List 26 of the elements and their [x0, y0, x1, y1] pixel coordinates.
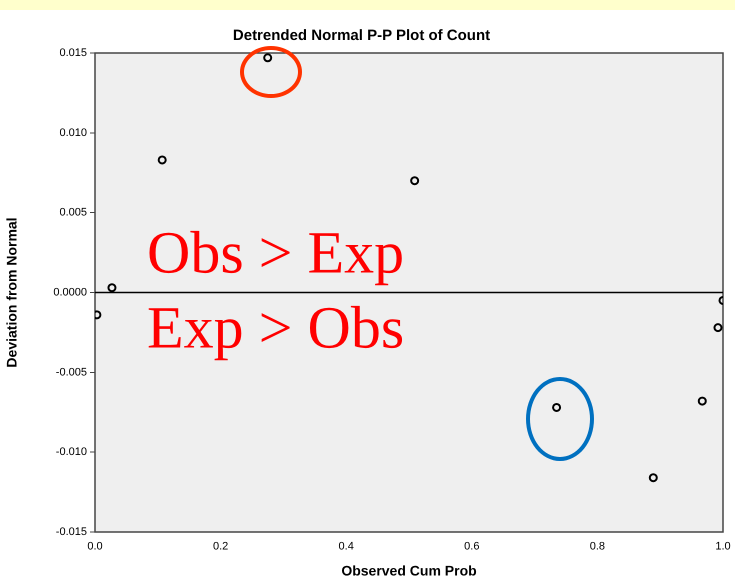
chart-title: Detrended Normal P-P Plot of Count [232, 27, 490, 44]
x-tick-label: 0.6 [464, 540, 480, 553]
point [698, 396, 707, 406]
point [107, 283, 116, 292]
annotation: Exp > Obs [147, 294, 404, 360]
y-axis-title: Deviation from Normal [3, 217, 20, 368]
x-tick-label: 0.0 [87, 540, 103, 553]
point [158, 155, 167, 164]
y-tick-label: -0.015 [56, 526, 87, 538]
x-tick-label: 0.8 [590, 540, 606, 553]
x-tick-label: 1.0 [715, 540, 731, 553]
annotation: Obs > Exp [147, 220, 404, 286]
y-tick-label: 0.005 [59, 206, 87, 219]
point [410, 176, 420, 186]
point [713, 323, 722, 332]
y-tick-label: -0.005 [56, 366, 87, 378]
x-axis-title: Observed Cum Prob [341, 562, 477, 578]
y-tick-label: 0.0000 [53, 286, 87, 299]
point [552, 402, 562, 412]
y-tick-label: 0.010 [59, 126, 87, 139]
x-tick-label: 0.2 [212, 540, 228, 553]
point [263, 53, 272, 62]
x-tick-label: 0.4 [338, 540, 354, 553]
y-tick-label: 0.015 [59, 47, 87, 60]
point [648, 473, 658, 482]
y-tick-label: -0.010 [56, 446, 87, 458]
